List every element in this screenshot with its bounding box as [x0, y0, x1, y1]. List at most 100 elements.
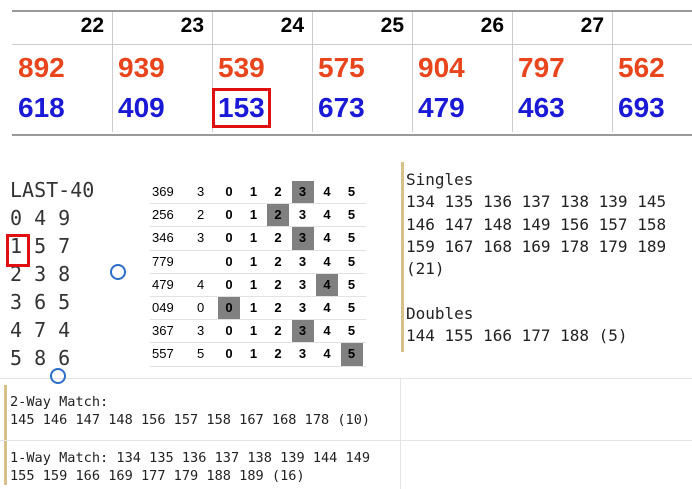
divider	[4, 385, 7, 485]
draw-value: 409	[118, 92, 165, 123]
draw-value: 693	[618, 92, 665, 123]
column-header: 23	[180, 14, 204, 37]
grid-highlight	[340, 343, 363, 366]
grid-digit: 2	[274, 323, 282, 339]
divider	[401, 162, 404, 352]
grid-digit: 4	[323, 276, 331, 292]
grid-digit: 3	[298, 323, 307, 339]
grid-digit: 5	[347, 346, 356, 362]
grid-digit: 1	[249, 207, 258, 223]
draw-value: 618	[18, 92, 65, 123]
grid-digit: 0	[225, 207, 233, 223]
grid-digit: 4	[323, 207, 331, 223]
note-line: 2-Way Match:	[10, 394, 109, 410]
grid-digit: 0	[225, 300, 233, 315]
grid-digit: 3	[298, 276, 307, 292]
draw-value: 575	[318, 52, 365, 83]
grid-digit: 1	[249, 300, 258, 315]
grid-digit: 0	[225, 230, 233, 246]
grid-highlight	[316, 273, 338, 296]
grid-digit: 3	[298, 230, 307, 246]
draw-value: 673	[318, 92, 365, 123]
grid-digit: 2	[274, 300, 282, 315]
grid-row-line	[150, 249, 366, 251]
grid-row-line	[150, 296, 366, 297]
block-title: LAST-40	[10, 178, 95, 202]
grid-digit: 3	[298, 346, 307, 362]
note-line: (21)	[406, 259, 445, 279]
grid-row-line	[150, 203, 366, 205]
grid-row-line	[150, 319, 366, 321]
grid-digit: 0	[225, 346, 233, 362]
grid-digit: 5	[347, 230, 356, 246]
grid-key: 369	[152, 184, 174, 199]
digit-line: 5 8 6	[10, 346, 71, 370]
grid-digit: 2	[274, 230, 282, 246]
grid-digit: 2	[274, 276, 282, 292]
grid-key: 367	[152, 323, 174, 339]
draw-value: 153	[212, 88, 271, 128]
grid-digit: 3	[298, 207, 307, 223]
grid-digit: 5	[347, 184, 356, 199]
grid-row-line	[150, 342, 366, 344]
grid-digit: 4	[323, 230, 331, 246]
grid-highlight	[291, 181, 314, 204]
grid-row-line	[150, 272, 366, 274]
grid-key: 779	[152, 253, 174, 269]
column-header: 25	[380, 14, 404, 37]
grid-count: 5	[197, 346, 205, 362]
grid-count: 0	[197, 300, 205, 315]
column-line	[212, 12, 213, 132]
grid-digit: 0	[225, 323, 233, 339]
note-line: 1-Way Match: 134 135 136 137 138 139 144…	[10, 450, 371, 466]
grid-count: 4	[197, 276, 205, 292]
grid-count: 3	[197, 230, 205, 246]
grid-digit: 4	[323, 184, 331, 199]
draw-value: 797	[518, 52, 565, 83]
grid-digit: 3	[298, 300, 307, 315]
column-line	[612, 12, 613, 132]
column-line	[112, 12, 113, 132]
grid-key: 479	[152, 276, 174, 292]
grid-digit: 5	[347, 300, 356, 315]
grid-digit: 1	[249, 323, 258, 339]
draw-value: 479	[418, 92, 465, 123]
table-frame	[12, 10, 692, 136]
cell-line	[400, 378, 401, 489]
column-header: 27	[580, 14, 604, 37]
grid-digit: 2	[274, 207, 282, 223]
grid-row-line	[150, 365, 366, 367]
column-line	[312, 12, 313, 132]
digit-line: 0 4 9	[10, 206, 71, 230]
grid-digit: 5	[347, 207, 356, 223]
grid-highlight	[291, 320, 314, 343]
grid-digit: 4	[323, 346, 331, 362]
draw-value: 562	[618, 52, 665, 83]
draw-value: 539	[218, 52, 265, 83]
grid-count: 3	[197, 184, 205, 199]
grid-digit: 0	[225, 276, 233, 292]
grid-row-line	[150, 226, 366, 228]
column-line	[412, 12, 413, 132]
grid-digit: 2	[274, 184, 282, 199]
grid-highlight	[267, 204, 289, 227]
grid-digit: 1	[249, 230, 258, 246]
grid-digit: 2	[274, 346, 282, 362]
grid-key: 256	[152, 207, 174, 223]
row-line	[12, 44, 692, 45]
grid-highlight	[218, 297, 240, 320]
draw-value: 939	[118, 52, 165, 83]
digit-line: 3 6 5	[10, 290, 71, 314]
grid-digit: 3	[298, 253, 307, 269]
note-line: 145 146 147 148 156 157 158 167 168 178 …	[10, 412, 371, 428]
grid-count: 3	[197, 323, 205, 339]
note-line: 134 135 136 137 138 139 145	[406, 192, 667, 212]
column-header: 24	[280, 14, 304, 37]
grid-count: 2	[197, 207, 205, 223]
highlight-box	[6, 234, 30, 267]
note-line: 144 155 166 177 188 (5)	[406, 326, 628, 346]
section-title: Doubles	[406, 303, 474, 323]
circle-marker	[110, 264, 126, 280]
column-header: 26	[480, 14, 504, 37]
